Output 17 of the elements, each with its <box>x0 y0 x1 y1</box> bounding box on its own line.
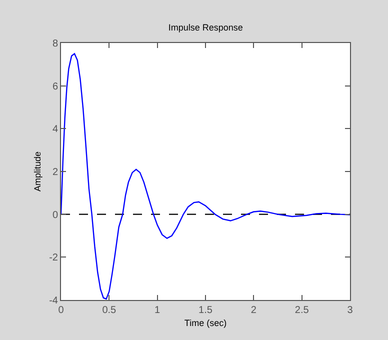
y-tick-label: -2 <box>49 252 58 264</box>
x-tick-label: 1 <box>154 305 161 316</box>
y-tick-label: 8 <box>52 38 58 50</box>
y-tick-label: -4 <box>49 296 58 306</box>
x-tick-label: 0.5 <box>102 305 117 316</box>
y-tick-label: 4 <box>52 124 58 136</box>
y-tick-label: 6 <box>52 81 58 92</box>
y-axis-title: Amplitude <box>32 151 42 192</box>
x-axis-title: Time (sec) <box>184 318 227 328</box>
y-tick-label: 2 <box>52 167 58 178</box>
line-series <box>61 53 350 300</box>
x-tick-label: 2.5 <box>294 305 310 316</box>
x-tick-label: 1.5 <box>198 305 213 316</box>
x-tick-label: 2 <box>250 305 257 316</box>
chart-title: Impulse Response <box>168 22 243 33</box>
x-tick-label: 3 <box>347 305 354 316</box>
y-tick-label: 0 <box>52 210 58 221</box>
